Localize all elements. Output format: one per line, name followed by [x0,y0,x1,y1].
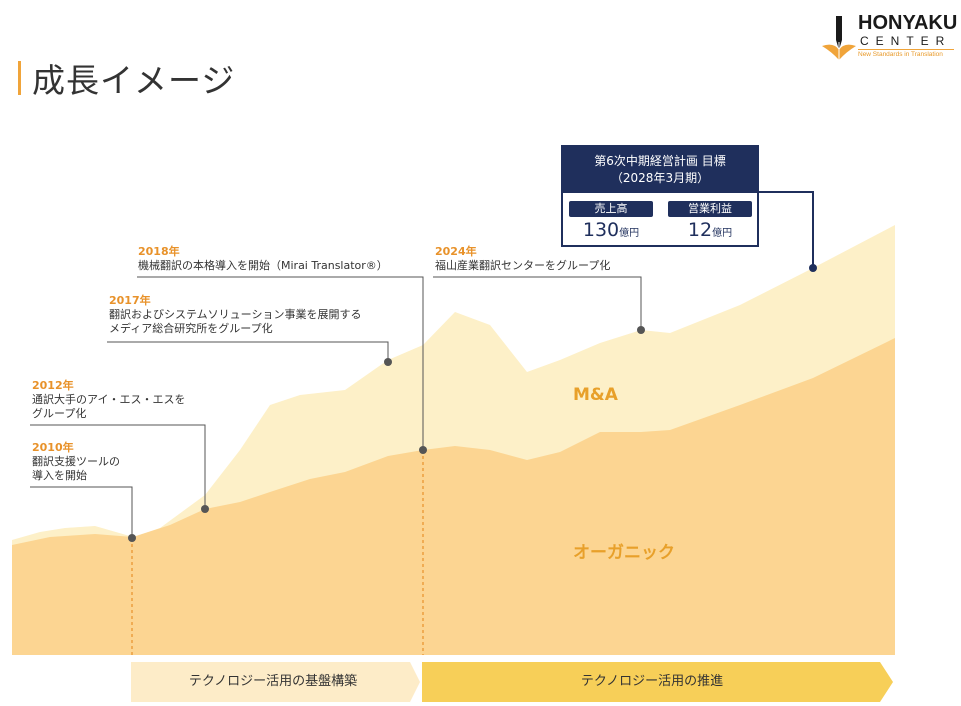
milestone-year: 2012年 [32,379,74,392]
phase-label-promotion: テクノロジー活用の推進 [580,674,724,689]
target-dot [809,264,817,272]
milestone-text: 導入を開始 [32,469,87,482]
milestone-dot-2018 [419,446,427,454]
phase-arrow-promotion [422,662,893,702]
milestone-2017: 2017年 翻訳およびシステムソリューション事業を展開する メディア総合研究所を… [109,294,361,336]
connector-2012 [30,424,206,509]
milestone-year: 2017年 [109,294,151,307]
milestone-dot-2010 [128,534,136,542]
target-metric-sales: 売上高 130億円 [569,201,653,241]
milestone-text: 福山産業翻訳センターをグループ化 [435,259,611,272]
logo-tagline: New Standards in Translation [858,51,943,58]
connector-2018 [137,276,424,450]
milestone-text: 翻訳およびシステムソリューション事業を展開する [109,308,362,321]
logo-divider [858,49,954,50]
metric-value-wrap: 130億円 [569,219,653,241]
organic-area [12,338,895,655]
milestone-text: メディア総合研究所をグループ化 [109,322,273,335]
metric-unit: 億円 [712,228,733,239]
target-header: 第6次中期経営計画 目標 （2028年3月期） [563,147,757,193]
milestone-dot-2017 [384,358,392,366]
milestone-2024: 2024年 福山産業翻訳センターをグループ化 [435,245,610,273]
metric-unit: 億円 [619,228,640,239]
page-title: 成長イメージ [32,61,236,100]
ma-area-label: M&A [573,385,618,405]
milestone-text: 通訳大手のアイ・エス・エスを [32,393,186,406]
organic-area-label: オーガニック [573,543,675,563]
milestone-year: 2024年 [435,245,477,258]
phase-arrow-foundation [131,662,420,702]
milestone-dot-2012 [201,505,209,513]
milestone-2018: 2018年 機械翻訳の本格導入を開始（Mirai Translator®） [138,245,388,273]
title-accent-bar [18,61,21,95]
logo-wordmark: HONYAKU [858,12,958,34]
honyaku-center-logo: HONYAKU CENTER New Standards in Translat… [820,12,958,60]
connector-target [759,191,814,268]
phase-label-foundation: テクノロジー活用の基盤構築 [188,674,358,689]
milestone-year: 2018年 [138,245,180,258]
target-title: 第6次中期経営計画 目標 [594,154,726,168]
milestone-2010: 2010年 翻訳支援ツールの 導入を開始 [32,441,120,483]
connector-2024 [433,276,642,330]
milestone-year: 2010年 [32,441,74,454]
metric-value: 130 [582,219,620,241]
metric-label: 売上高 [569,201,653,217]
milestone-text: グループ化 [32,407,87,420]
metric-label: 営業利益 [668,201,752,217]
milestone-dot-2024 [637,326,645,334]
connector-2017 [107,341,389,362]
metric-value: 12 [687,219,713,241]
target-period: （2028年3月期） [610,171,710,185]
pen-nib-logo-icon [822,16,856,60]
connector-2010 [30,486,133,538]
logo-subtitle: CENTER [860,34,952,48]
target-metric-operating-profit: 営業利益 12億円 [668,201,752,241]
milestone-2012: 2012年 通訳大手のアイ・エス・エスを グループ化 [32,379,185,421]
metric-value-wrap: 12億円 [668,219,752,241]
mid-term-plan-target-box: 第6次中期経営計画 目標 （2028年3月期） 売上高 130億円 営業利益 1… [561,145,759,247]
milestone-text: 翻訳支援ツールの [32,455,120,468]
milestone-text: 機械翻訳の本格導入を開始（Mirai Translator®） [138,259,388,272]
